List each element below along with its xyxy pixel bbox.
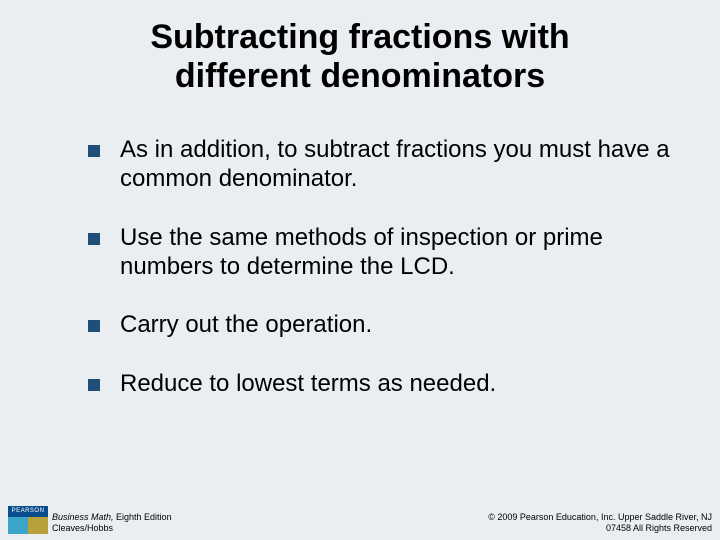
- footer-authors: Cleaves/Hobbs: [52, 523, 172, 534]
- footer-book-edition: Eighth Edition: [114, 512, 172, 522]
- footer: PEARSON Business Math, Eighth Edition Cl…: [0, 506, 720, 534]
- bullet-list: As in addition, to subtract fractions yo…: [50, 136, 670, 399]
- footer-left: PEARSON Business Math, Eighth Edition Cl…: [8, 506, 172, 534]
- list-item: Use the same methods of inspection or pr…: [88, 224, 670, 282]
- pearson-logo: PEARSON: [8, 506, 48, 534]
- footer-book-title: Business Math, Eighth Edition: [52, 512, 172, 523]
- bullet-square-icon: [88, 320, 100, 332]
- logo-text: PEARSON: [8, 506, 48, 517]
- bullet-text: As in addition, to subtract fractions yo…: [120, 136, 670, 192]
- bullet-text: Carry out the operation.: [120, 311, 372, 338]
- bullet-square-icon: [88, 145, 100, 157]
- list-item: As in addition, to subtract fractions yo…: [88, 136, 670, 194]
- bullet-square-icon: [88, 379, 100, 391]
- footer-text-left: Business Math, Eighth Edition Cleaves/Ho…: [52, 512, 172, 534]
- slide-title: Subtracting fractions with different den…: [50, 18, 670, 96]
- list-item: Carry out the operation.: [88, 311, 670, 340]
- slide: Subtracting fractions with different den…: [0, 0, 720, 540]
- footer-copyright-1: © 2009 Pearson Education, Inc. Upper Sad…: [488, 512, 712, 523]
- logo-bottom: [8, 517, 48, 534]
- footer-right: © 2009 Pearson Education, Inc. Upper Sad…: [488, 512, 712, 534]
- logo-color-left: [8, 517, 28, 534]
- bullet-square-icon: [88, 233, 100, 245]
- bullet-text: Use the same methods of inspection or pr…: [120, 224, 603, 280]
- footer-book-italic: Business Math,: [52, 512, 114, 522]
- logo-color-right: [28, 517, 48, 534]
- list-item: Reduce to lowest terms as needed.: [88, 370, 670, 399]
- bullet-text: Reduce to lowest terms as needed.: [120, 370, 496, 397]
- footer-copyright-2: 07458 All Rights Reserved: [488, 523, 712, 534]
